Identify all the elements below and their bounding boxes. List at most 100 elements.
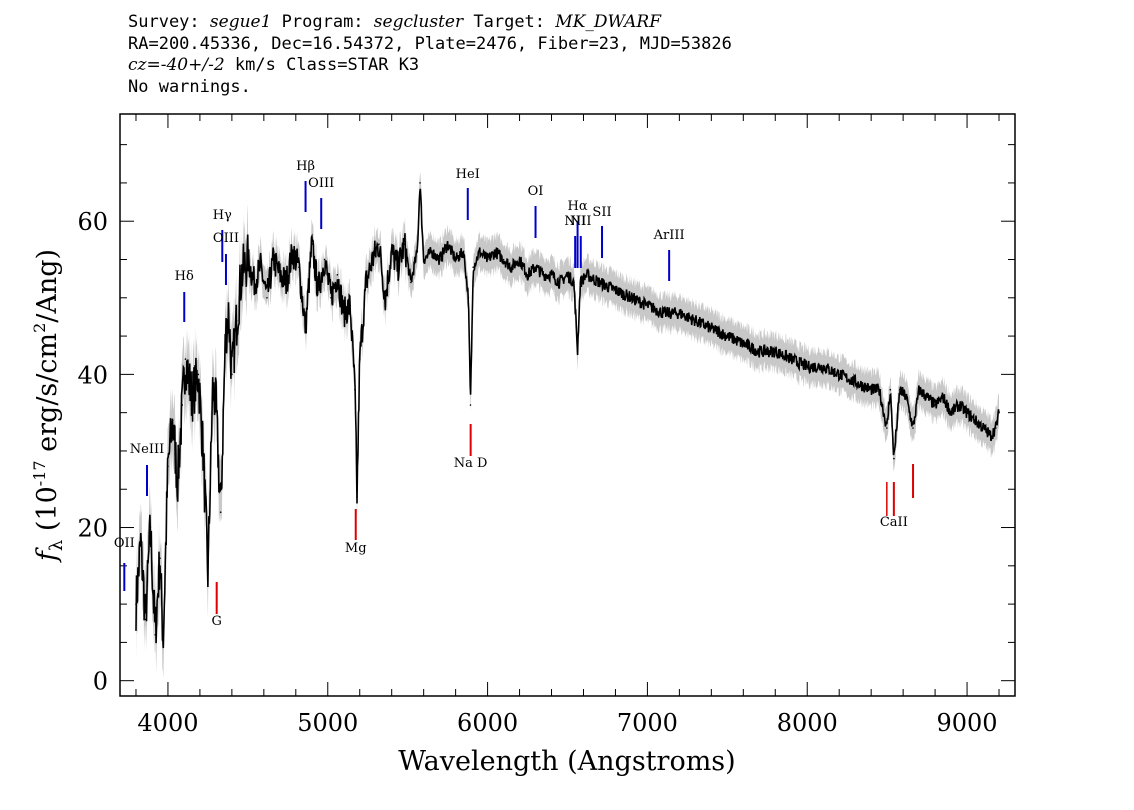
spectrum-point: [534, 266, 537, 269]
survey-label: Survey:: [128, 12, 200, 32]
spectrum-point: [576, 350, 579, 353]
annotation-label: Hβ: [296, 159, 315, 174]
annotation-label: CaII: [880, 515, 908, 530]
spectrum-point: [365, 281, 367, 284]
spectrum-point: [144, 618, 147, 621]
spectrum-point: [219, 511, 222, 513]
spectrum-point: [822, 365, 824, 368]
plot-frame: [119, 113, 1016, 697]
header-line-3: cz=-40+/-2 km/s Class=STAR K3: [128, 55, 732, 77]
y-tick-label: 60: [77, 208, 108, 236]
spectrum-point: [678, 312, 681, 314]
spectrum-point: [614, 289, 617, 291]
spectrum-point: [149, 526, 152, 529]
spectrum-point: [998, 411, 1000, 414]
spectrum-point: [870, 388, 872, 391]
spectrum-point: [472, 266, 475, 269]
spectrum-point: [912, 427, 914, 429]
spectrum-point: [886, 427, 888, 429]
y-tick-label: 40: [77, 361, 108, 389]
spectrum-point: [207, 572, 209, 575]
series-group: [135, 182, 1000, 649]
spectrum-point: [446, 243, 449, 245]
spectrum-point: [526, 274, 529, 276]
spectrum-point: [758, 350, 761, 353]
spectrum-point: [950, 411, 952, 414]
x-tick-label: 4000: [137, 709, 198, 737]
spectrum-point: [235, 320, 238, 322]
spectrum-point: [469, 404, 472, 406]
target-value: MK_DWARF: [555, 12, 662, 32]
error-band-area: [136, 171, 999, 679]
spectrum-point: [966, 411, 968, 414]
spectrum-point: [918, 388, 920, 391]
spectrum-point: [486, 258, 489, 261]
spectrum-point: [694, 320, 697, 322]
spectrum-point: [878, 388, 880, 391]
axis-ticks: 4000 5000 6000 7000 8000 9000 0 20 40 60: [77, 114, 1015, 737]
spectrum-point: [958, 404, 960, 406]
annotation-label: Hγ: [213, 208, 232, 223]
annotation-label: SII: [592, 205, 611, 220]
target-label: Target:: [473, 12, 546, 32]
plot-header: Survey: segue1 Program: segcluster Targe…: [128, 12, 732, 98]
spectrum-point: [974, 419, 976, 422]
spectrum-line: [135, 188, 1000, 649]
line-annotations: OIINeIIIHδHγOIIIHβOIIIHeIOINIIHαNIISIIAr…: [114, 159, 915, 629]
spectrum-point: [579, 281, 582, 284]
spectrum-point: [942, 396, 944, 399]
annotation-label: OII: [114, 536, 135, 551]
spectrum-point: [462, 251, 465, 253]
spectrum-point: [934, 404, 936, 406]
survey-value: segue1: [209, 12, 272, 32]
spectrum-point: [806, 365, 808, 368]
x-axis-label: Wavelength (Angstroms): [398, 746, 735, 777]
y-tick-label: 20: [77, 515, 108, 543]
spectrum-point: [905, 396, 908, 399]
annotation-label: OIII: [308, 176, 334, 191]
spectrum-point: [403, 243, 406, 245]
x-tick-label: 7000: [617, 709, 678, 737]
spectrum-point: [630, 297, 633, 299]
spectrum-point: [247, 258, 249, 261]
spectrum-point: [390, 251, 393, 253]
spectrum-point: [154, 633, 156, 636]
spectrum-point: [202, 450, 204, 452]
annotation-label: NII: [570, 214, 592, 229]
cz-label: cz=: [128, 55, 161, 75]
header-line-1: Survey: segue1 Program: segcluster Targe…: [128, 12, 732, 34]
spectrum-point: [454, 258, 457, 261]
spectrum-point: [227, 312, 230, 314]
spectrum-point: [899, 388, 901, 391]
spectrum-point: [259, 266, 262, 269]
spectrum-point: [646, 304, 649, 307]
spectrum-point: [378, 243, 380, 245]
annotation-label: OI: [528, 184, 544, 199]
spectrum-point: [478, 251, 481, 253]
annotation-label: NII: [564, 214, 586, 229]
x-tick-label: 6000: [457, 709, 518, 737]
spectrum-point: [419, 182, 421, 184]
spectrum-point: [211, 388, 214, 391]
spectrum-point: [726, 335, 729, 337]
spectrum-point: [397, 266, 399, 269]
spectrum-point: [573, 281, 575, 284]
cz-unit: km/s: [234, 55, 276, 75]
spectrum-point: [176, 480, 179, 483]
spectrum-point: [240, 274, 243, 276]
spectrum-point: [990, 434, 992, 437]
spectrum-point: [356, 496, 358, 498]
spectrum-point: [598, 281, 601, 284]
spectrum-point: [311, 243, 313, 245]
program-label: Program:: [281, 12, 364, 32]
spectrum-point: [317, 289, 320, 291]
y-tick-label: 0: [93, 668, 108, 696]
spectrum-point: [291, 251, 294, 253]
spectrum-point: [542, 274, 545, 276]
spectrum-point: [774, 350, 777, 353]
spectrum-point: [358, 358, 361, 360]
spectrum-point: [330, 297, 332, 299]
spectrum-point: [430, 251, 433, 253]
spectrum-point: [354, 388, 356, 391]
